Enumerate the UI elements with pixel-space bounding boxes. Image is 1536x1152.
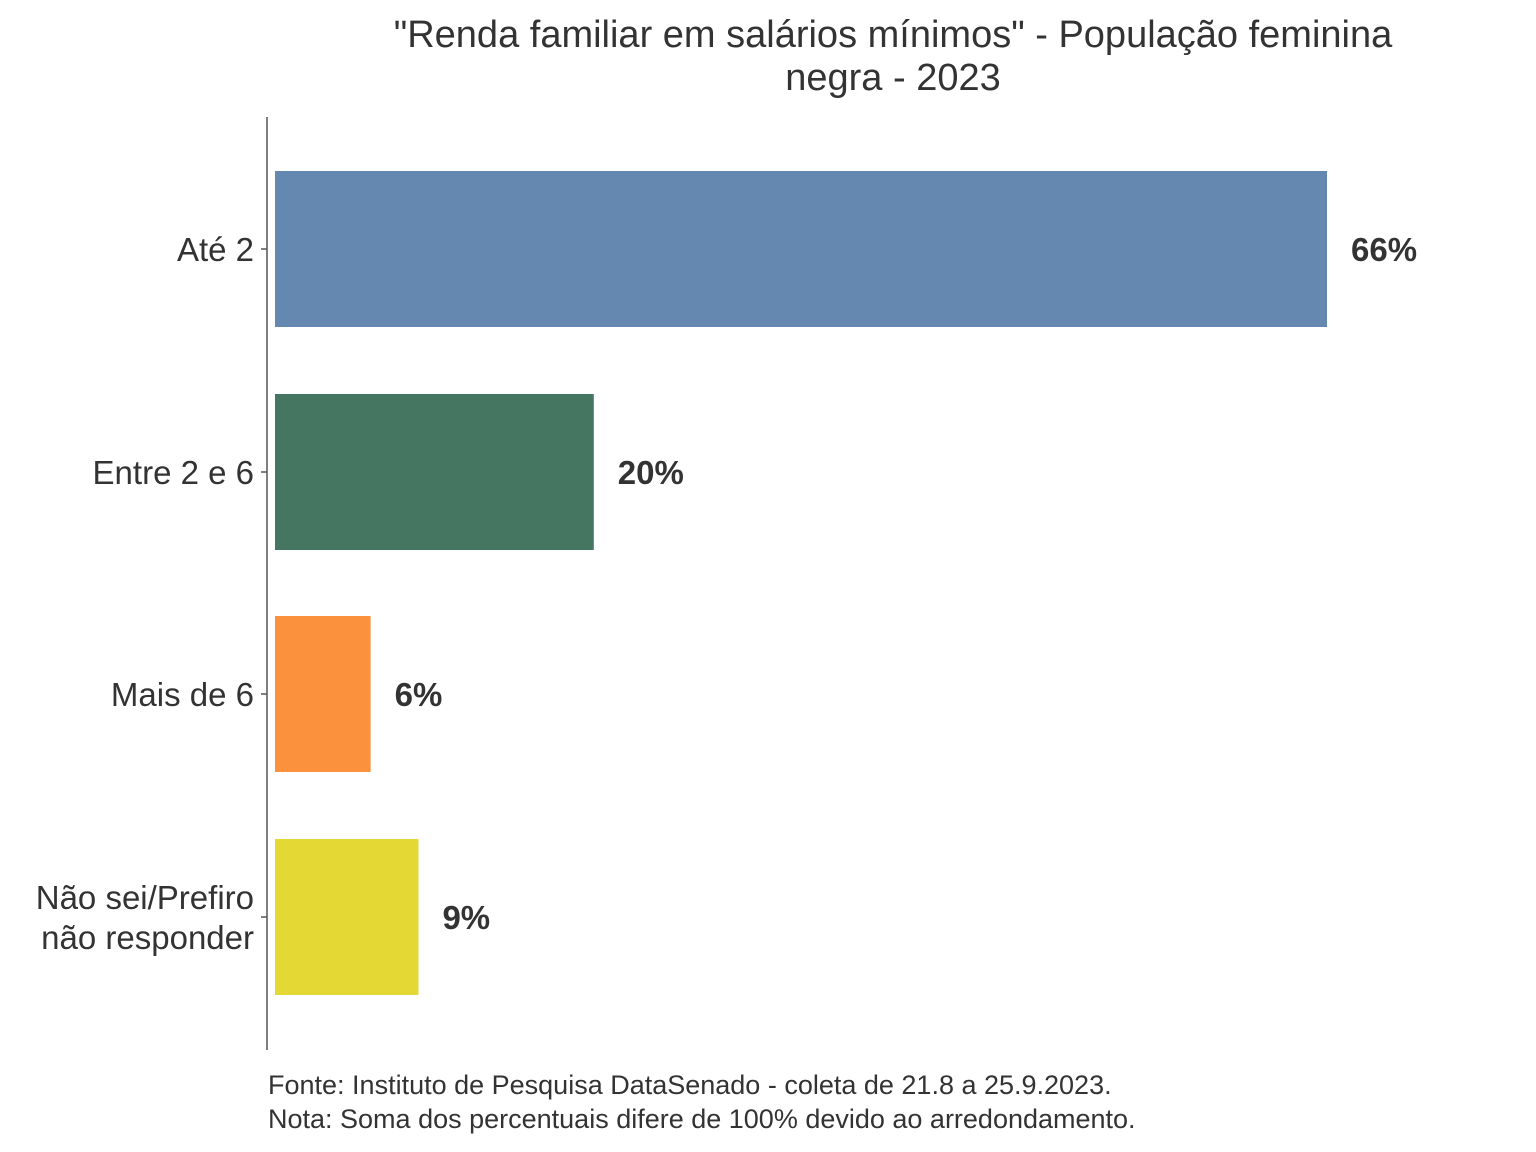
rounding-note: Nota: Soma dos percentuais difere de 100… bbox=[268, 1104, 1136, 1134]
bar-entre-2-e-6 bbox=[275, 394, 594, 550]
bar-mais-de-6 bbox=[275, 616, 371, 772]
value-label-mais-de-6: 6% bbox=[395, 676, 443, 713]
y-tick-label-mais-de-6: Mais de 6 bbox=[111, 676, 254, 713]
bar-ate-2 bbox=[275, 171, 1327, 327]
source-note: Fonte: Instituto de Pesquisa DataSenado … bbox=[268, 1070, 1112, 1100]
y-tick-label-nao-sei-prefiro-nao-responder: Não sei/Prefiro não responder bbox=[36, 879, 254, 956]
chart-title-line-2: negra - 2023 bbox=[785, 57, 1001, 99]
bar-nao-sei-prefiro-nao-responder bbox=[275, 839, 419, 995]
value-label-ate-2: 66% bbox=[1351, 231, 1417, 268]
y-tick-label-entre-2-e-6: Entre 2 e 6 bbox=[93, 454, 254, 491]
y-tick-label-ate-2: Até 2 bbox=[177, 231, 254, 268]
value-label-entre-2-e-6: 20% bbox=[618, 454, 684, 491]
chart-title-line-1: "Renda familiar em salários mínimos" - P… bbox=[393, 14, 1393, 56]
value-label-nao-sei-prefiro-nao-responder: 9% bbox=[442, 899, 490, 936]
